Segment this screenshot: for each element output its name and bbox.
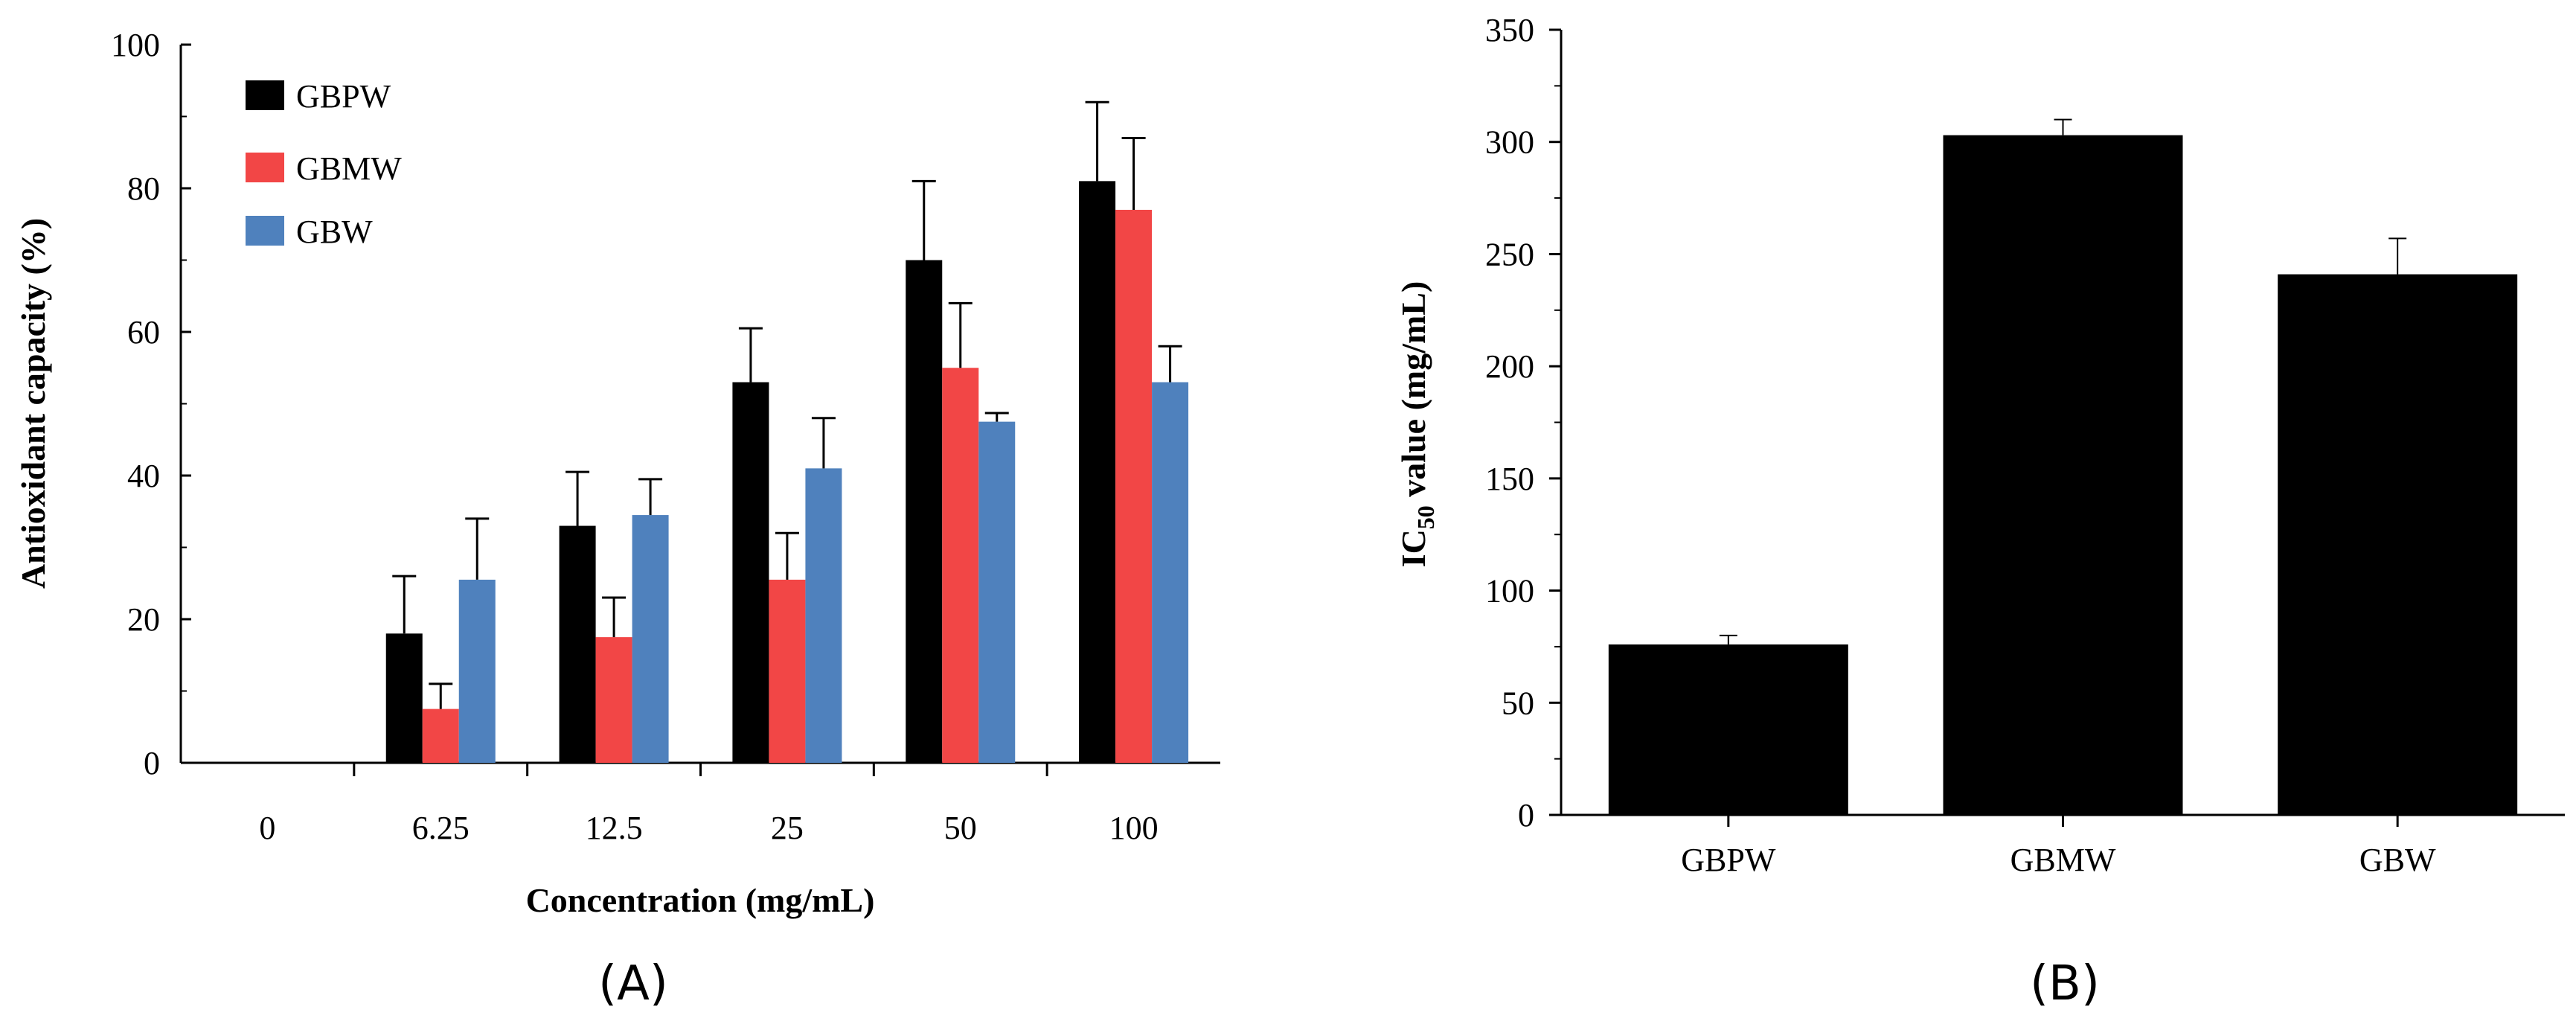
chart-b-y-ticks: 0 50 100 150 200 250 300 350 <box>1485 12 1561 834</box>
legend-swatch-gbw <box>246 216 284 246</box>
bar-gbpw-100 <box>1079 181 1116 764</box>
chart-b-bars <box>1608 135 2518 815</box>
bar-gbmw-100 <box>1115 209 1153 763</box>
chart-b-x-tick-label: GBW <box>2359 842 2436 878</box>
chart-b-y-tick-label: 200 <box>1485 348 1534 385</box>
legend-label-gbmw: GBMW <box>296 150 402 187</box>
chart-a-x-label: Concentration (mg/mL) <box>526 881 875 919</box>
chart-b-y-tick-label: 250 <box>1485 236 1534 272</box>
chart-b-y-tick-label: 50 <box>1502 685 1534 721</box>
bar-gbpw-50 <box>906 260 943 763</box>
chart-b-y-label-rest: value (mg/mL) <box>1394 281 1432 506</box>
chart-a-x-tick-label: 50 <box>944 810 977 846</box>
bar-gbmw-12.5 <box>595 637 632 763</box>
error-bar-gbmw-50 <box>948 301 973 368</box>
chart-a: 0 20 40 60 80 100 0 6.25 12.5 25 50 100 GBPW GBMW … <box>14 27 1220 1011</box>
error-bar-gbpw-100 <box>1085 100 1109 182</box>
error-bar-gbw-12.5 <box>638 478 663 516</box>
error-bar-gbw-6.25 <box>465 517 490 580</box>
legend-label-gbw: GBW <box>296 214 373 250</box>
chart-a-y-tick-label: 20 <box>127 601 160 638</box>
bar-gbpw-25 <box>732 382 769 763</box>
error-bar-gbw <box>2388 237 2407 275</box>
chart-b-x-ticks: GBPW GBMW GBW <box>1681 815 2436 878</box>
legend-swatch-gbmw <box>246 153 284 182</box>
error-bar-gbpw <box>1719 634 1737 644</box>
chart-b-y-tick-label: 100 <box>1485 573 1534 610</box>
bar-gbw-12.5 <box>632 515 669 763</box>
chart-a-x-tick-label: 6.25 <box>412 810 470 846</box>
chart-b-y-tick-label: 350 <box>1485 12 1534 48</box>
chart-a-y-tick-label: 0 <box>144 745 160 781</box>
chart-a-y-ticks: 0 20 40 60 80 100 <box>111 27 191 781</box>
chart-a-y-tick-label: 100 <box>111 27 160 63</box>
bar-gbw-6.25 <box>458 579 496 763</box>
error-bar-gbw-50 <box>984 412 1009 422</box>
chart-b-y-tick-label: 0 <box>1518 797 1534 834</box>
chart-a-y-label: Antioxidant capacity (%) <box>14 218 52 589</box>
chart-b-error-bars <box>1719 118 2407 644</box>
chart-a-x-tick-label: 0 <box>259 810 275 846</box>
error-bar-gbpw-50 <box>911 179 936 260</box>
chart-b-y-label: IC50 value (mg/mL) <box>1394 281 1439 568</box>
bar-gbw-50 <box>978 421 1016 763</box>
chart-a-x-tick-label: 100 <box>1109 810 1159 846</box>
error-bar-gbmw-25 <box>775 531 799 580</box>
error-bar-gbmw-6.25 <box>429 682 453 709</box>
chart-b-y-label-sub: 50 <box>1412 505 1439 529</box>
chart-a-panel-label: (A) <box>598 956 668 1011</box>
bar-gbmw-25 <box>769 579 806 763</box>
chart-b-panel-label: (B) <box>2030 956 2100 1011</box>
legend-label-gbpw: GBPW <box>296 78 391 115</box>
chart-a-x-ticks: 0 6.25 12.5 25 50 100 <box>259 763 1159 846</box>
bar-gbpw <box>1608 644 1848 815</box>
chart-b-y-label-main: IC <box>1394 529 1432 567</box>
bar-gbmw <box>1943 135 2183 815</box>
bar-gbmw-6.25 <box>422 708 459 763</box>
chart-a-y-tick-label: 40 <box>127 458 160 494</box>
bar-gbpw-6.25 <box>385 633 423 763</box>
chart-a-y-tick-label: 80 <box>127 170 160 207</box>
error-bar-gbpw-6.25 <box>392 575 417 634</box>
error-bar-gbw-100 <box>1158 345 1182 383</box>
error-bar-gbmw <box>2054 118 2072 135</box>
chart-a-x-tick-label: 12.5 <box>586 810 643 846</box>
legend-swatch-gbpw <box>246 80 284 110</box>
bar-gbw-100 <box>1152 382 1189 763</box>
chart-a-legend: GBPW GBMW GBW <box>246 78 402 250</box>
chart-a-error-bars <box>392 100 1182 709</box>
error-bar-gbpw-12.5 <box>565 470 590 526</box>
chart-b-y-tick-label: 300 <box>1485 124 1534 161</box>
error-bar-gbw-25 <box>811 417 836 469</box>
bar-gbpw-12.5 <box>559 525 596 763</box>
error-bar-gbmw-100 <box>1121 136 1146 210</box>
chart-b-y-tick-label: 150 <box>1485 461 1534 497</box>
bar-gbw <box>2278 274 2518 815</box>
chart-a-x-tick-label: 25 <box>771 810 804 846</box>
bar-gbmw-50 <box>942 368 979 763</box>
bar-gbw-25 <box>805 468 842 763</box>
error-bar-gbmw-12.5 <box>602 596 627 638</box>
chart-a-bars <box>385 181 1189 764</box>
chart-b-x-tick-label: GBMW <box>2011 842 2116 878</box>
error-bar-gbpw-25 <box>738 327 763 383</box>
chart-b-x-tick-label: GBPW <box>1681 842 1776 878</box>
chart-a-y-tick-label: 60 <box>127 314 160 351</box>
